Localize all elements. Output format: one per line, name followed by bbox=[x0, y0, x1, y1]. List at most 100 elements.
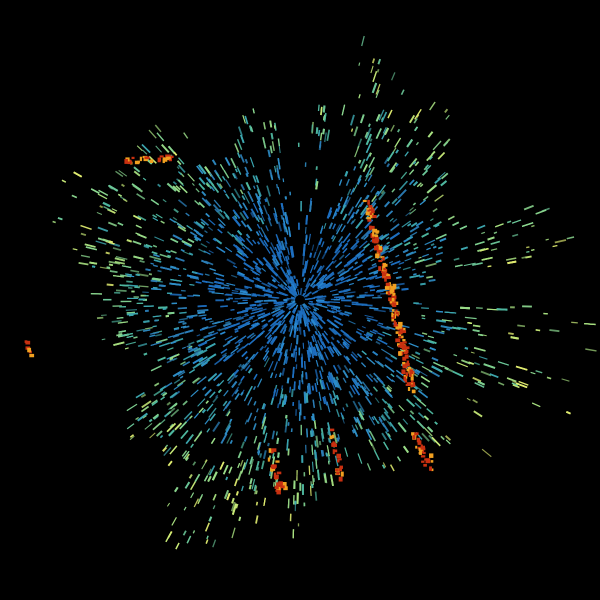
scan-point bbox=[393, 271, 398, 275]
scan-point bbox=[175, 257, 185, 262]
scan-point bbox=[196, 338, 205, 343]
scan-point bbox=[115, 289, 127, 292]
scan-point bbox=[242, 202, 248, 211]
scan-point bbox=[419, 199, 426, 206]
scan-point bbox=[208, 284, 220, 289]
scan-point bbox=[434, 223, 440, 228]
scan-point bbox=[472, 329, 480, 333]
scan-point bbox=[116, 333, 123, 337]
scan-point bbox=[269, 336, 276, 344]
scan-point bbox=[363, 182, 368, 188]
scan-point bbox=[271, 141, 275, 152]
scan-point bbox=[308, 465, 311, 475]
scan-point bbox=[262, 450, 267, 460]
scan-point bbox=[160, 391, 166, 396]
scan-point bbox=[372, 329, 378, 333]
scan-point bbox=[366, 463, 371, 471]
scan-point bbox=[268, 324, 275, 332]
scan-point bbox=[344, 196, 351, 208]
scan-point bbox=[321, 354, 327, 366]
scan-point bbox=[397, 189, 407, 199]
scan-point bbox=[126, 423, 135, 430]
scan-point bbox=[467, 322, 473, 324]
scan-point bbox=[269, 145, 273, 154]
highlight-point bbox=[408, 367, 412, 371]
scan-point bbox=[179, 375, 184, 379]
scan-point bbox=[409, 225, 420, 233]
scan-point bbox=[331, 249, 341, 261]
scan-point bbox=[343, 333, 353, 341]
scan-point bbox=[193, 349, 202, 355]
scan-point bbox=[385, 210, 393, 218]
scan-point bbox=[460, 246, 468, 251]
scan-point bbox=[241, 274, 250, 280]
scan-point bbox=[223, 489, 230, 500]
scan-point bbox=[423, 166, 428, 171]
scan-point bbox=[209, 172, 216, 181]
scan-point bbox=[217, 380, 225, 387]
scan-point bbox=[267, 213, 272, 221]
scan-point bbox=[270, 372, 274, 379]
scan-point bbox=[198, 341, 208, 347]
scan-point bbox=[368, 439, 373, 447]
scan-point bbox=[409, 274, 421, 279]
highlight-point bbox=[274, 485, 279, 490]
scan-point bbox=[365, 428, 373, 441]
scan-point bbox=[183, 450, 190, 459]
scan-point bbox=[308, 383, 311, 390]
scan-point bbox=[198, 164, 207, 175]
scan-point bbox=[288, 320, 294, 332]
scan-point bbox=[256, 312, 266, 317]
scan-point bbox=[188, 473, 193, 479]
scan-point bbox=[152, 413, 160, 420]
scan-point bbox=[422, 195, 429, 201]
scan-point bbox=[521, 222, 534, 228]
scan-point bbox=[313, 308, 317, 312]
scan-point bbox=[243, 360, 251, 370]
scan-point bbox=[186, 314, 198, 318]
scan-point bbox=[210, 437, 216, 444]
scan-point bbox=[374, 397, 380, 404]
scan-point bbox=[232, 369, 240, 376]
scan-point bbox=[357, 253, 365, 259]
scan-point bbox=[561, 378, 570, 382]
scan-point bbox=[363, 243, 371, 250]
scan-point bbox=[273, 481, 275, 487]
scan-point bbox=[378, 322, 384, 325]
scan-point bbox=[288, 300, 297, 306]
scan-point bbox=[251, 270, 258, 276]
scan-point bbox=[97, 237, 110, 243]
scan-point bbox=[300, 306, 303, 315]
scan-point bbox=[377, 58, 381, 65]
scan-point bbox=[115, 256, 128, 260]
scan-point bbox=[252, 175, 257, 183]
scan-point bbox=[370, 65, 374, 74]
scan-point bbox=[208, 465, 216, 476]
scan-point bbox=[351, 303, 364, 306]
scan-point bbox=[112, 247, 122, 252]
scan-point bbox=[188, 369, 196, 374]
highlight-points bbox=[24, 154, 434, 495]
scan-point bbox=[225, 476, 229, 481]
scan-point bbox=[340, 278, 351, 284]
scan-point bbox=[287, 448, 290, 456]
scan-point bbox=[406, 236, 412, 240]
scan-point bbox=[395, 254, 400, 258]
highlight-point bbox=[395, 331, 401, 334]
scan-point bbox=[188, 348, 195, 353]
scan-point bbox=[152, 217, 159, 222]
scan-point bbox=[384, 127, 390, 136]
scan-point bbox=[231, 503, 238, 515]
scan-point bbox=[566, 411, 571, 415]
scan-point bbox=[394, 199, 401, 206]
scan-point bbox=[232, 265, 238, 269]
scan-point bbox=[180, 429, 189, 440]
highlight-point bbox=[398, 321, 403, 327]
scan-point bbox=[418, 256, 422, 259]
scan-point bbox=[175, 332, 185, 336]
scan-point bbox=[362, 164, 368, 173]
scan-point bbox=[219, 164, 225, 171]
scan-point bbox=[423, 415, 429, 421]
scan-point bbox=[226, 282, 236, 286]
scan-point bbox=[384, 364, 395, 373]
